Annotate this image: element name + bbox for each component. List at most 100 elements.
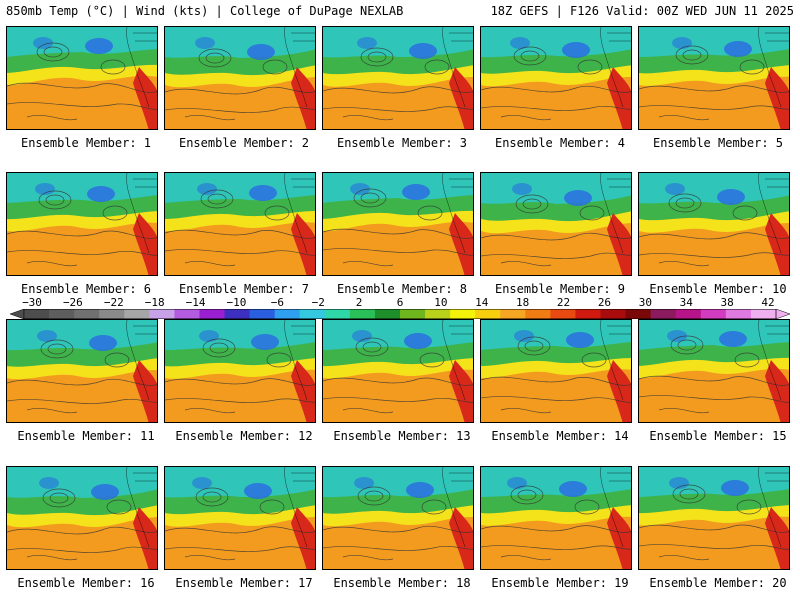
temperature-map [7, 320, 157, 422]
ensemble-member-label: Ensemble Member: 6 [20, 282, 152, 296]
colorbar-tick-label: 38 [720, 296, 734, 309]
ensemble-member-label: Ensemble Member: 5 [652, 136, 784, 150]
ensemble-member-label: Ensemble Member: 8 [336, 282, 468, 296]
colorbar-swatch [400, 309, 426, 319]
ensemble-panel: Ensemble Member: 4 [480, 26, 640, 156]
map-frame [322, 26, 474, 130]
ensemble-member-label: Ensemble Member: 13 [333, 429, 471, 443]
colorbar-strip [10, 309, 790, 319]
ensemble-panel: Ensemble Member: 8 [322, 172, 482, 302]
map-frame [638, 172, 790, 276]
temperature-map [165, 173, 315, 275]
map-frame [164, 466, 316, 570]
map-frame [6, 26, 158, 130]
ensemble-member-label: Ensemble Member: 14 [491, 429, 629, 443]
colorbar-swatch [600, 309, 627, 319]
colorbar-swatch [525, 309, 551, 319]
colorbar-swatch [550, 309, 576, 319]
colorbar-swatch [224, 309, 251, 319]
map-frame [480, 466, 632, 570]
ensemble-panel: Ensemble Member: 6 [6, 172, 166, 302]
ensemble-panel: Ensemble Member: 15 [638, 319, 798, 449]
colorbar-labels: −30 −26 −22 −18 −14 −10 −6 −2 2 6 10 14 18 22 26 30 34 38… [10, 296, 790, 309]
model-run-info: 18Z GEFS | F126 Valid: 00Z WED JUN 11 20… [490, 4, 794, 18]
ensemble-panel: Ensemble Member: 2 [164, 26, 324, 156]
colorbar-border [23, 309, 777, 319]
colorbar-swatch [124, 309, 150, 319]
colorbar-swatch [324, 309, 351, 319]
ensemble-panel: Ensemble Member: 7 [164, 172, 324, 302]
ensemble-member-label: Ensemble Member: 2 [178, 136, 310, 150]
colorbar-swatch [349, 309, 376, 319]
temperature-map [481, 320, 631, 422]
colorbar-tick-label: 6 [396, 296, 404, 309]
temperature-map [323, 27, 473, 129]
colorbar-swatch [725, 309, 752, 319]
colorbar-tick-label: −6 [270, 296, 284, 309]
colorbar-tick-label: 10 [434, 296, 448, 309]
colorbar-swatch [249, 309, 276, 319]
map-frame [6, 172, 158, 276]
colorbar-swatch [450, 309, 476, 319]
temperature-map [481, 173, 631, 275]
map-frame [322, 172, 474, 276]
map-frame [480, 26, 632, 130]
ensemble-panel: Ensemble Member: 9 [480, 172, 640, 302]
ensemble-member-label: Ensemble Member: 16 [17, 576, 155, 590]
ensemble-panel: Ensemble Member: 3 [322, 26, 482, 156]
colorbar-tick-label: −18 [144, 296, 165, 309]
temperature-map [481, 467, 631, 569]
map-frame [6, 466, 158, 570]
ensemble-panel: Ensemble Member: 18 [322, 466, 482, 596]
colorbar-swatch [149, 309, 175, 319]
temperature-map [165, 467, 315, 569]
colorbar-min-arrow [10, 309, 25, 319]
ensemble-panel: Ensemble Member: 17 [164, 466, 324, 596]
colorbar-tick-label: 18 [516, 296, 530, 309]
ensemble-panel: Ensemble Member: 12 [164, 319, 324, 449]
colorbar-tick-label: 42 [761, 296, 775, 309]
map-frame [638, 26, 790, 130]
colorbar-tick-label: 30 [638, 296, 652, 309]
ensemble-member-label: Ensemble Member: 15 [649, 429, 787, 443]
colorbar-swatch [199, 309, 226, 319]
ensemble-member-label: Ensemble Member: 7 [178, 282, 310, 296]
map-frame [638, 319, 790, 423]
temperature-map [639, 467, 789, 569]
temperature-map [7, 173, 157, 275]
map-frame [322, 466, 474, 570]
colorbar-swatch [675, 309, 702, 319]
map-frame [164, 319, 316, 423]
map-frame [480, 319, 632, 423]
ensemble-panel: Ensemble Member: 20 [638, 466, 798, 596]
ensemble-member-label: Ensemble Member: 3 [336, 136, 468, 150]
ensemble-member-label: Ensemble Member: 10 [649, 282, 787, 296]
temperature-map [481, 27, 631, 129]
ensemble-member-label: Ensemble Member: 1 [20, 136, 152, 150]
colorbar-tick-label: −10 [226, 296, 247, 309]
temperature-map [165, 27, 315, 129]
map-frame [322, 319, 474, 423]
colorbar-swatch [49, 309, 75, 319]
map-frame [638, 466, 790, 570]
colorbar-swatch [500, 309, 526, 319]
temperature-map [165, 320, 315, 422]
map-frame [6, 319, 158, 423]
ensemble-panel: Ensemble Member: 10 [638, 172, 798, 302]
temperature-map [323, 467, 473, 569]
colorbar-tick-label: −26 [62, 296, 83, 309]
colorbar-tick-label: 2 [355, 296, 363, 309]
colorbar-swatch [425, 309, 451, 319]
temperature-map [7, 467, 157, 569]
colorbar-swatch [374, 309, 401, 319]
colorbar-max-arrow [775, 309, 790, 319]
ensemble-panel: Ensemble Member: 5 [638, 26, 798, 156]
colorbar-swatch [74, 309, 100, 319]
title-bar: 850mb Temp (°C) | Wind (kts) | College o… [0, 0, 800, 22]
temperature-map [639, 320, 789, 422]
ensemble-panel: Ensemble Member: 19 [480, 466, 640, 596]
colorbar-tick-label: 34 [679, 296, 693, 309]
ensemble-member-label: Ensemble Member: 11 [17, 429, 155, 443]
temperature-map [323, 320, 473, 422]
ensemble-member-label: Ensemble Member: 17 [175, 576, 313, 590]
